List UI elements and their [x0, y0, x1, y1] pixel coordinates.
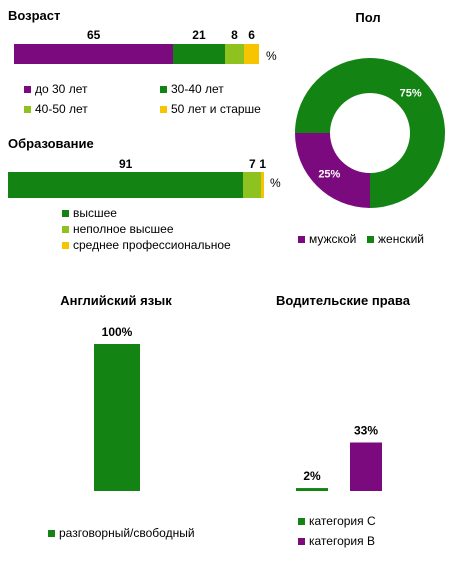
license-bar-1: [350, 442, 382, 491]
gender-slice-label-1: 75%: [400, 87, 422, 99]
education-unit: %: [270, 176, 281, 190]
age-bar-segment-1: [173, 44, 225, 64]
legend-swatch: [62, 225, 69, 233]
english-legend-conversational: разговорный/свободный: [48, 526, 195, 540]
gender-legend-male: мужской: [298, 232, 356, 246]
education-stacked-bar: [8, 172, 264, 198]
gender-legend-female: женский: [367, 232, 424, 246]
legend-swatch: [160, 85, 167, 93]
age-value-label-2: 8: [231, 28, 238, 42]
education-value-labels: 91 7 1: [8, 157, 267, 171]
english-bar-label-0: 100%: [102, 325, 133, 339]
gender-slice-male: [295, 133, 370, 208]
license-title: Водительские права: [276, 293, 410, 308]
license-legend-category-c: категория С: [298, 514, 376, 528]
age-legend-30-40: 30-40 лет: [160, 82, 224, 96]
legend-swatch: [367, 235, 374, 243]
age-legend-under-30: до 30 лет: [24, 82, 87, 96]
education-value-label-2: 1: [259, 157, 267, 171]
legend-swatch: [298, 517, 305, 525]
legend-label: разговорный/свободный: [59, 526, 195, 540]
education-value-label-0: 91: [118, 157, 133, 171]
legend-label: 30-40 лет: [171, 82, 224, 96]
legend-label: среднее профессиональное: [73, 238, 231, 252]
legend-label: неполное высшее: [73, 222, 174, 236]
legend-label: категория В: [309, 534, 375, 548]
age-bar-segment-0: [14, 44, 174, 64]
gender-slice-female: [295, 58, 445, 208]
legend-label: 40-50 лет: [35, 102, 88, 116]
legend-swatch: [48, 529, 55, 537]
license-bar-label-1: 33%: [354, 423, 378, 437]
legend-label: мужской: [309, 232, 357, 246]
education-legend-vocational: среднее профессиональное: [62, 238, 231, 252]
education-value-label-1: 7: [249, 157, 256, 171]
legend-label: 50 лет и старше: [171, 102, 261, 116]
legend-swatch: [298, 537, 305, 545]
age-legend-50-plus: 50 лет и старше: [160, 102, 261, 116]
legend-swatch: [298, 235, 305, 243]
age-bar-segment-2: [224, 44, 245, 64]
legend-swatch: [160, 105, 167, 113]
legend-label: высшее: [73, 206, 117, 220]
legend-swatch: [24, 105, 31, 113]
legend-label: женский: [378, 232, 424, 246]
education-legend-incomplete-higher: неполное высшее: [62, 222, 174, 236]
age-title: Возраст: [8, 8, 61, 23]
age-unit: %: [266, 49, 277, 63]
education-title: Образование: [8, 136, 94, 151]
education-legend-higher: высшее: [62, 206, 117, 220]
license-bar-0: [296, 488, 328, 491]
age-value-labels: 65 21 8 6: [14, 28, 259, 42]
license-bar-label-0: 2%: [303, 469, 321, 483]
legend-label: до 30 лет: [35, 82, 88, 96]
legend-label: категория С: [309, 514, 376, 528]
age-stacked-bar: [14, 44, 259, 64]
education-bar-segment-0: [8, 172, 244, 198]
gender-title: Пол: [355, 10, 381, 25]
age-value-label-0: 65: [86, 28, 101, 42]
age-bar-segment-3: [244, 44, 259, 64]
legend-swatch: [62, 241, 69, 249]
license-legend-category-b: категория В: [298, 534, 375, 548]
education-bar-segment-1: [243, 172, 262, 198]
age-legend-40-50: 40-50 лет: [24, 102, 88, 116]
age-value-label-3: 6: [248, 28, 255, 42]
legend-swatch: [62, 209, 69, 217]
age-value-label-1: 21: [192, 28, 206, 42]
english-bar-0: [94, 344, 140, 491]
legend-swatch: [24, 85, 31, 93]
gender-slice-label-0: 25%: [318, 169, 340, 181]
english-title: Английский язык: [60, 293, 172, 308]
education-bar-segment-2: [261, 172, 264, 198]
